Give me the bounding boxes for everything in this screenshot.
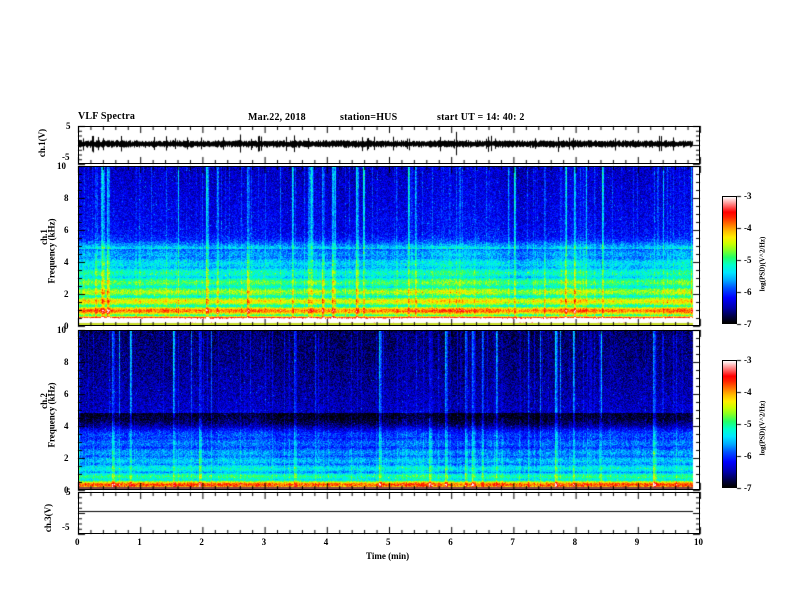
x-tick-label-8: 8 bbox=[572, 537, 578, 547]
ch2-spec-ytick-10: 10 bbox=[57, 325, 66, 335]
ch2-spec-ytick-4: 4 bbox=[64, 421, 69, 431]
x-tick-label-2: 2 bbox=[199, 537, 204, 547]
x-axis-label: Time (min) bbox=[366, 551, 410, 561]
colorbar-ch1-label: log(PSD)(V^2/Hz) bbox=[758, 236, 767, 292]
ch2-spec-ytick-8: 8 bbox=[64, 357, 69, 367]
colorbar-ch2 bbox=[722, 360, 737, 488]
ch1-spec-ytick-6: 6 bbox=[64, 225, 69, 235]
x-tick-label-0: 0 bbox=[75, 537, 80, 547]
colorbar-2-tick--3: -3 bbox=[744, 355, 752, 365]
ch3v-tick-bottom: -5 bbox=[62, 522, 70, 532]
panel-ch1-spectrogram bbox=[78, 166, 700, 326]
ch1-voltage-ylabel: ch.1(V) bbox=[37, 128, 47, 158]
ch2-spec-ylabel-unit: Frequency (kHz) bbox=[46, 382, 57, 448]
ch1v-tick-top: 5 bbox=[66, 121, 71, 131]
x-tick-label-7: 7 bbox=[510, 537, 515, 547]
x-tick-label-3: 3 bbox=[261, 537, 267, 547]
ch1-spec-ytick-10: 10 bbox=[57, 161, 66, 171]
ch1-spec-ytick-4: 4 bbox=[64, 257, 69, 267]
ch1-spectrogram-image bbox=[79, 167, 699, 325]
colorbar-2-tick--7: -7 bbox=[744, 483, 752, 493]
colorbar-ch2-label: log(PSD)(V^2/Hz) bbox=[758, 400, 767, 456]
colorbar-1-tick--3: -3 bbox=[744, 191, 752, 201]
x-tick-label-5: 5 bbox=[386, 537, 391, 547]
ch3v-tick-top: 5 bbox=[66, 487, 71, 497]
x-tick-label-4: 4 bbox=[323, 537, 329, 547]
ch1-spec-ytick-8: 8 bbox=[64, 193, 69, 203]
header-station: station=HUS bbox=[340, 112, 398, 123]
panel-ch3-voltage bbox=[78, 492, 700, 534]
colorbar-1-tick--4: -4 bbox=[744, 223, 752, 233]
colorbar-2-tick--4: -4 bbox=[744, 387, 752, 397]
x-tick-label-6: 6 bbox=[448, 537, 453, 547]
ch1-spec-ylabel-unit: Frequency (kHz) bbox=[46, 218, 57, 284]
ch2-spec-ytick-6: 6 bbox=[64, 389, 69, 399]
colorbar-ch1 bbox=[722, 196, 737, 324]
colorbar-2-tick--5: -5 bbox=[744, 419, 752, 429]
ch3-voltage-ylabel: ch.3(V) bbox=[43, 503, 54, 533]
x-tick-label-9: 9 bbox=[634, 537, 640, 547]
ch3-voltage-trace bbox=[79, 493, 699, 533]
header-start-ut: start UT = 14: 40: 2 bbox=[437, 112, 525, 123]
panel-ch1-voltage bbox=[78, 126, 700, 164]
colorbar-1-tick--6: -6 bbox=[744, 287, 752, 297]
ch1-voltage-trace bbox=[79, 127, 699, 163]
ch2-spec-ytick-2: 2 bbox=[64, 453, 69, 463]
x-tick-label-10: 10 bbox=[694, 537, 703, 547]
colorbar-1-tick--5: -5 bbox=[744, 255, 752, 265]
ch2-spectrogram-image bbox=[79, 331, 699, 489]
panel-ch2-spectrogram bbox=[78, 330, 700, 490]
ch1-spec-ytick-2: 2 bbox=[64, 289, 69, 299]
header-date: Mar.22, 2018 bbox=[248, 112, 306, 123]
page-title: VLF Spectra bbox=[78, 111, 136, 122]
colorbar-2-tick--6: -6 bbox=[744, 451, 752, 461]
colorbar-1-tick--7: -7 bbox=[744, 319, 752, 329]
x-tick-label-1: 1 bbox=[137, 537, 142, 547]
